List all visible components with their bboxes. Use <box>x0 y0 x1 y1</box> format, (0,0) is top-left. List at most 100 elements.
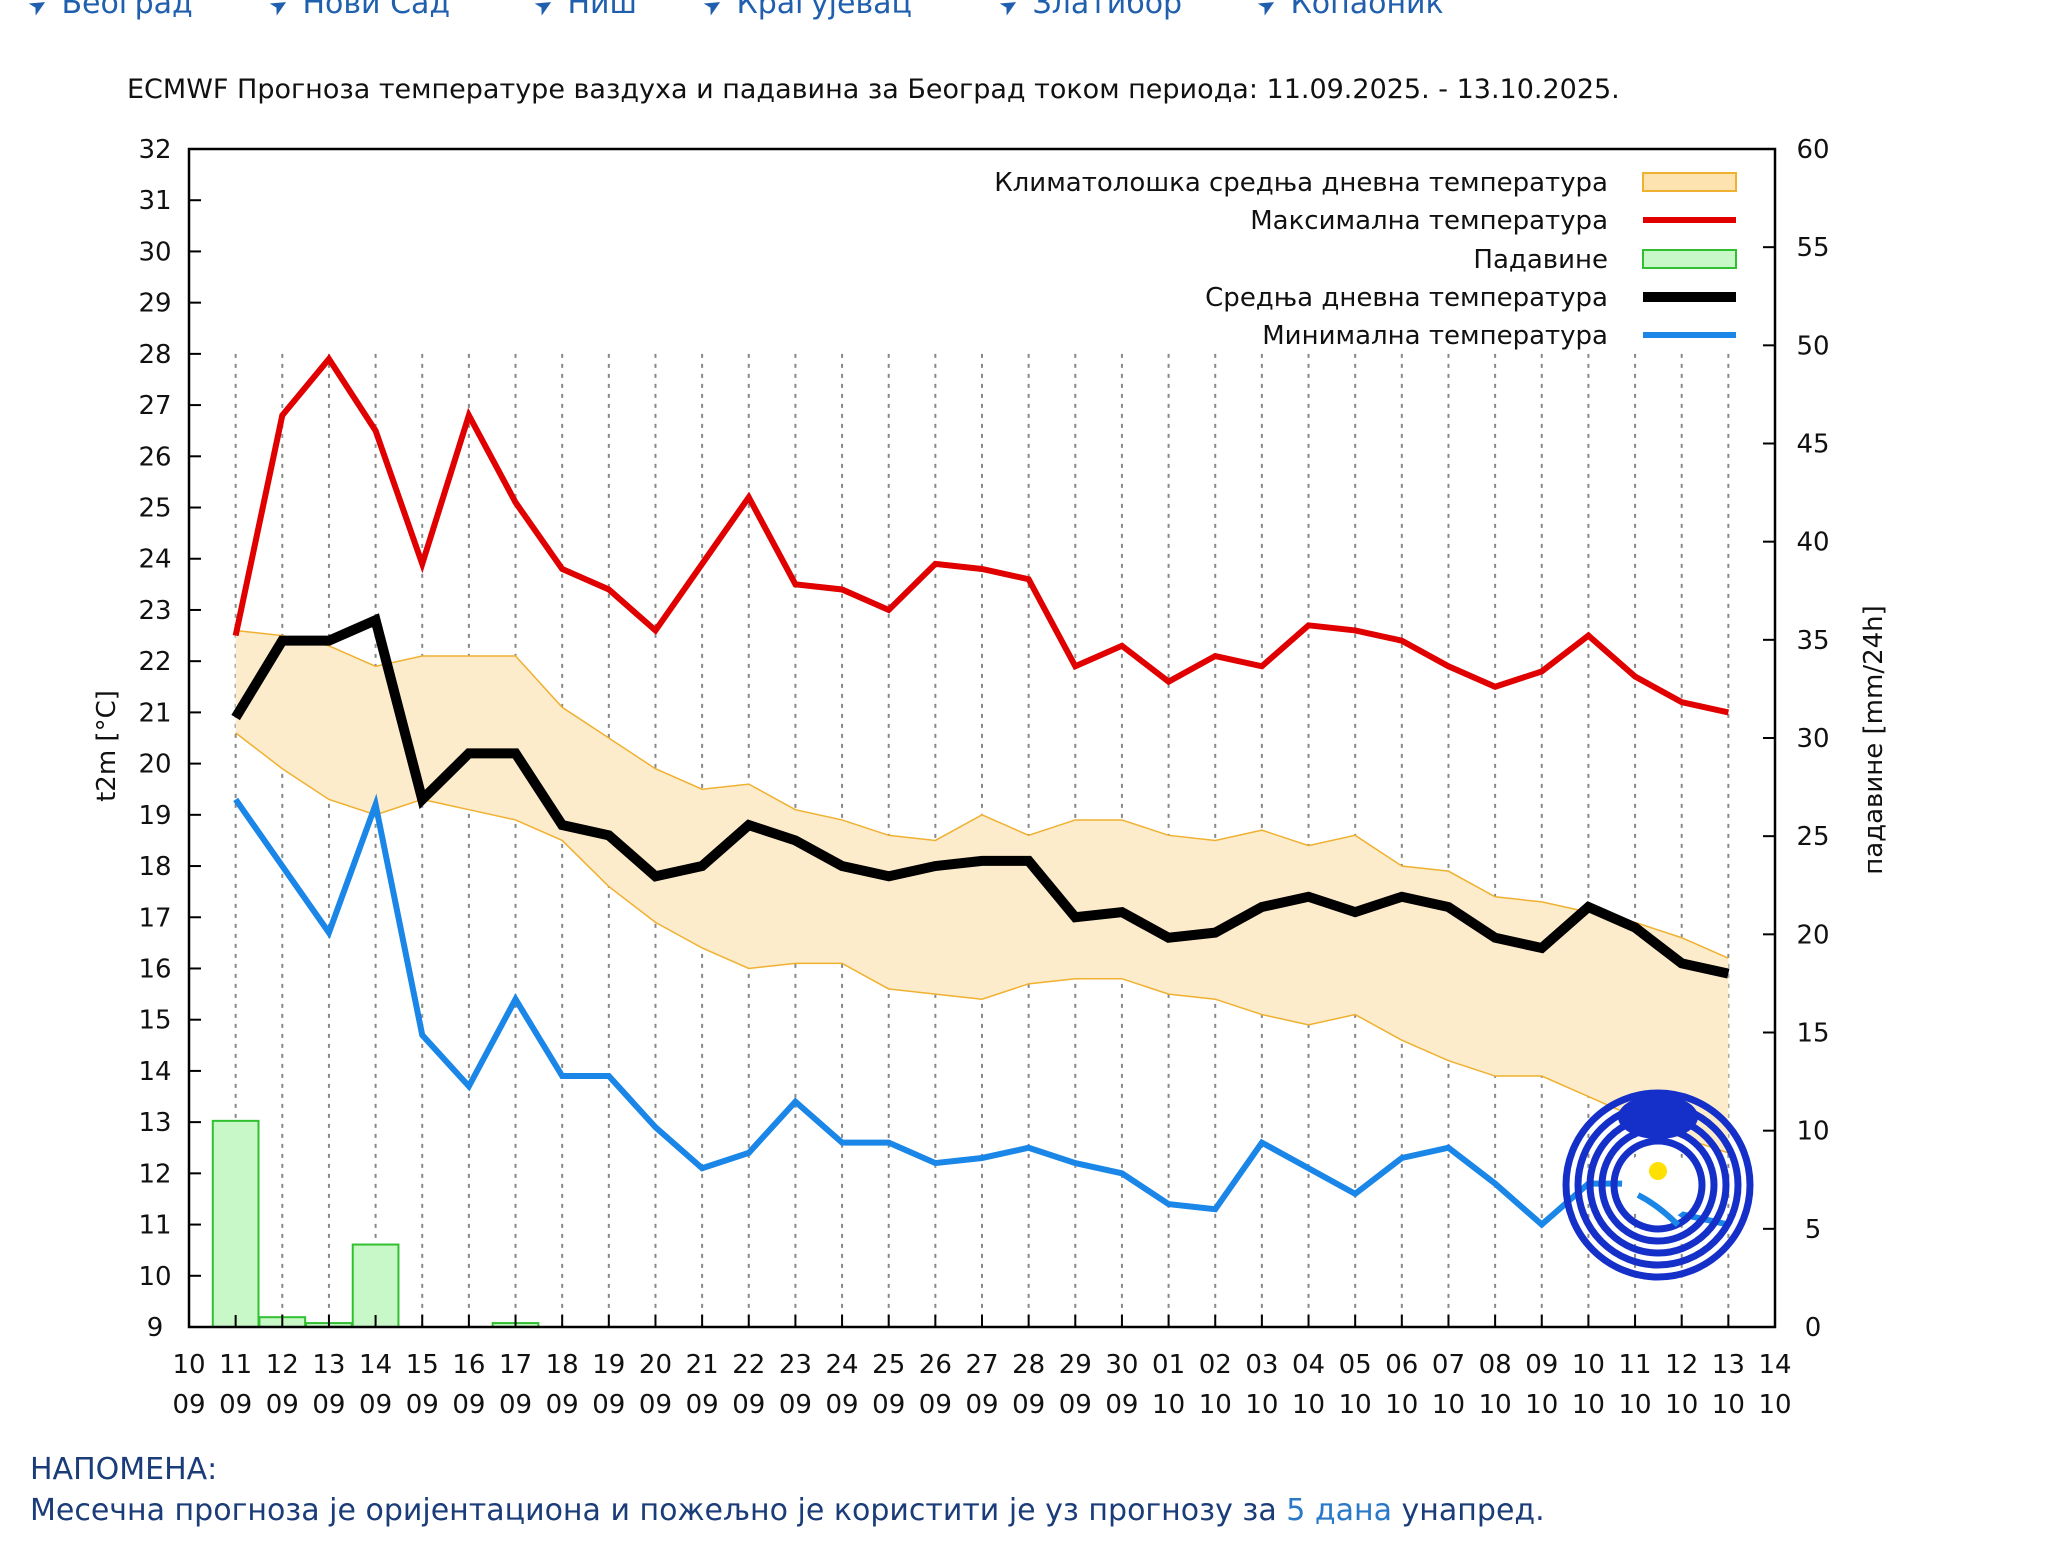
x-tick-label-month: 10 <box>1525 1390 1558 1420</box>
y-tick-label: 20 <box>138 750 171 780</box>
y-tick-label: 11 <box>138 1211 171 1241</box>
x-tick-label-day: 08 <box>1479 1350 1512 1380</box>
y-axis-label: t2m [°C] <box>92 690 122 802</box>
climatology-upper-edge <box>235 629 1729 959</box>
y2-tick-label: 60 <box>1796 135 1829 165</box>
x-tick-label-month: 10 <box>1619 1390 1652 1420</box>
x-tick-label-day: 15 <box>406 1350 439 1380</box>
x-tick-label-month: 09 <box>406 1390 439 1420</box>
series-line-0 <box>232 353 1729 716</box>
logo-ring <box>1610 1137 1706 1233</box>
forecast-chart: 9 10 11 12 13 14 15 16 17 18 19 20 21 22 23 24 25 26 27 28 2… <box>92 135 1889 1420</box>
x-tick-label-month: 09 <box>592 1390 625 1420</box>
x-tick-label-day: 23 <box>779 1350 812 1380</box>
nav-item-label: Копаоник <box>1290 0 1444 21</box>
y2-tick-label: 5 <box>1805 1215 1822 1245</box>
x-tick-label-day: 21 <box>686 1350 719 1380</box>
x-tick-label-day: 28 <box>1012 1350 1045 1380</box>
legend-label: Минимална температура <box>1262 321 1608 351</box>
x-tick-label-month: 09 <box>639 1390 672 1420</box>
y-tick-label: 18 <box>138 852 171 882</box>
y-tick-label: 31 <box>138 186 171 216</box>
x-tick-label-day: 03 <box>1245 1350 1278 1380</box>
chart-title: ECMWF Прогноза температуре ваздуха и пад… <box>127 74 1620 105</box>
y-tick-label: 25 <box>138 494 171 524</box>
x-tick-label-month: 09 <box>499 1390 532 1420</box>
x-tick-label-month: 10 <box>1432 1390 1465 1420</box>
x-tick-label-month: 10 <box>1385 1390 1418 1420</box>
x-tick-label-month: 10 <box>1758 1390 1791 1420</box>
climatology-band <box>235 630 1729 1153</box>
y-tick-label: 13 <box>138 1108 171 1138</box>
nav-item-0[interactable]: ➤ Београд <box>24 0 193 22</box>
notes: НАПОМЕНА: Месечна прогноза је оријентаци… <box>30 1452 1545 1534</box>
nav-item-label: Крагујевац <box>736 0 912 21</box>
y-tick-label: 24 <box>138 545 171 575</box>
city-nav: ➤ Београд ➤ Нови Сад ➤ Ниш ➤ Крагујевац ➤ Златибо… <box>0 0 1600 22</box>
y-tick-label: 32 <box>138 135 171 165</box>
x-tick-label-day: 17 <box>499 1350 532 1380</box>
x-tick-label-day: 22 <box>732 1350 765 1380</box>
y2-tick-label: 10 <box>1796 1117 1829 1147</box>
x-tick-label-month: 09 <box>312 1390 345 1420</box>
y-tick-label: 22 <box>138 647 171 677</box>
series-line-1 <box>231 613 1730 979</box>
y2-tick-label: 50 <box>1796 331 1829 361</box>
y-tick-label: 23 <box>138 596 171 626</box>
notes-text: Месечна прогноза је оријентациона и поже… <box>30 1493 1545 1528</box>
logo-wave <box>1636 1192 1681 1228</box>
x-tick-label-month: 09 <box>452 1390 485 1420</box>
nav-item-5[interactable]: ➤ Копаоник <box>1253 0 1444 22</box>
y2-tick-label: 45 <box>1796 430 1829 460</box>
x-tick-label-day: 12 <box>1665 1350 1698 1380</box>
y-tick-label: 29 <box>138 289 171 319</box>
x-tick-label-day: 16 <box>452 1350 485 1380</box>
x-tick-label-month: 09 <box>219 1390 252 1420</box>
logo-ring <box>1562 1089 1754 1281</box>
nav-item-1[interactable]: ➤ Нови Сад <box>265 0 451 22</box>
y-tick-label: 28 <box>138 340 171 370</box>
notes-heading: НАПОМЕНА: <box>30 1452 218 1487</box>
x-tick-label-day: 02 <box>1199 1350 1232 1380</box>
x-tick-label-day: 05 <box>1339 1350 1372 1380</box>
x-tick-label-day: 26 <box>919 1350 952 1380</box>
y2-tick-label: 40 <box>1796 528 1829 558</box>
y-tick-label: 17 <box>138 903 171 933</box>
y-tick-label: 9 <box>147 1313 164 1343</box>
legend-swatch <box>1642 172 1737 192</box>
y-tick-label: 19 <box>138 801 171 831</box>
x-tick-label-month: 09 <box>1059 1390 1092 1420</box>
x-tick-label-day: 07 <box>1432 1350 1465 1380</box>
nav-item-4[interactable]: ➤ Златибор <box>995 0 1182 22</box>
x-tick-label-month: 09 <box>826 1390 859 1420</box>
legend-label: Климатолошка средња дневна температура <box>994 168 1608 198</box>
y-tick-label: 30 <box>138 237 171 267</box>
precip-bar <box>211 1119 260 1328</box>
five-day-forecast-link[interactable]: 5 дана <box>1286 1493 1393 1528</box>
x-tick-label-day: 13 <box>1712 1350 1745 1380</box>
y2-tick-label: 0 <box>1805 1313 1822 1343</box>
x-tick-label-month: 09 <box>965 1390 998 1420</box>
y-tick-label: 10 <box>138 1262 171 1292</box>
nav-item-2[interactable]: ➤ Ниш <box>530 0 637 22</box>
x-tick-label-day: 24 <box>826 1350 859 1380</box>
x-tick-label-day: 13 <box>312 1350 345 1380</box>
nav-item-label: Ниш <box>567 0 637 21</box>
x-tick-label-month: 10 <box>1152 1390 1185 1420</box>
y-tick-label: 26 <box>138 442 171 472</box>
y2-axis-label: падавине [mm/24h] <box>1859 605 1889 875</box>
y2-tick-label: 15 <box>1796 1019 1829 1049</box>
x-tick-label-day: 12 <box>266 1350 299 1380</box>
logo-sun <box>1649 1162 1667 1180</box>
x-tick-label-day: 27 <box>965 1350 998 1380</box>
y-tick-label: 27 <box>138 391 171 421</box>
x-tick-label-day: 29 <box>1059 1350 1092 1380</box>
logo-center <box>1622 1149 1694 1221</box>
x-tick-label-month: 09 <box>686 1390 719 1420</box>
y-tick-label: 12 <box>138 1159 171 1189</box>
nav-item-3[interactable]: ➤ Крагујевац <box>699 0 912 22</box>
x-tick-label-day: 10 <box>172 1350 205 1380</box>
y-tick-label: 14 <box>138 1057 171 1087</box>
notes-text-after: унапред. <box>1392 1493 1545 1528</box>
nav-item-label: Нови Сад <box>302 0 451 21</box>
